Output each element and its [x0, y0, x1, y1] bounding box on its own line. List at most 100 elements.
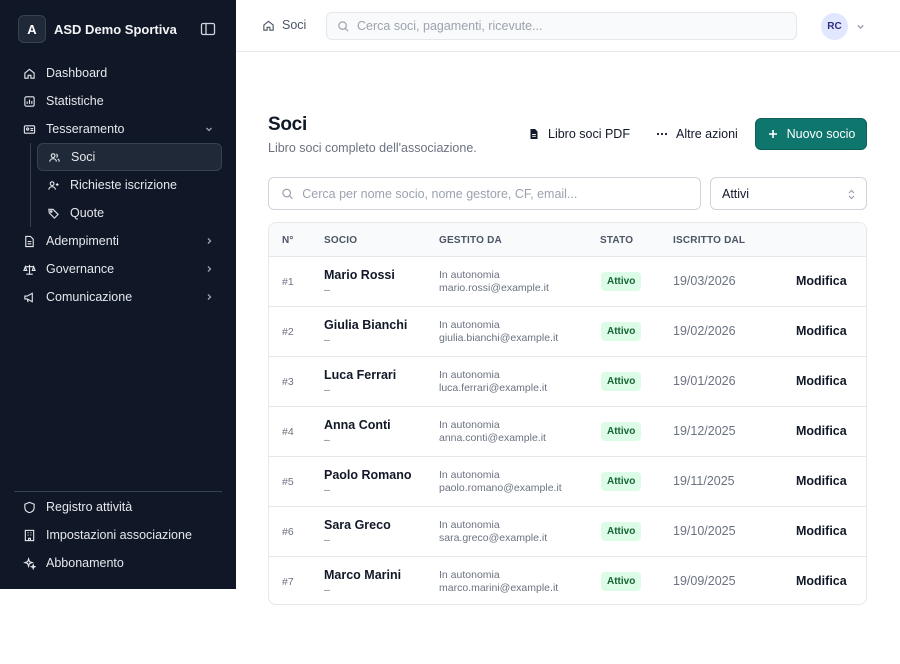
edit-link[interactable]: Modifica: [796, 324, 847, 338]
member-email: giulia.bianchi@example.it: [439, 332, 559, 344]
status-badge: Attivo: [601, 422, 642, 441]
member-email: marco.marini@example.it: [439, 582, 559, 594]
member-name[interactable]: Sara Greco: [324, 518, 391, 532]
status-badge: Attivo: [601, 572, 642, 591]
edit-link[interactable]: Modifica: [796, 474, 847, 488]
enrolled-date: 19/12/2025: [673, 424, 736, 438]
altre-azioni-button[interactable]: Altre azioni: [648, 118, 746, 150]
chevron-right-icon: [207, 294, 212, 300]
building-icon: [24, 529, 35, 541]
sidebar-item-statistiche[interactable]: Statistiche: [14, 87, 222, 115]
member-email: mario.rossi@example.it: [439, 282, 549, 294]
page-title: Soci: [268, 114, 307, 135]
member-name[interactable]: Mario Rossi: [324, 268, 395, 282]
sidebar-item-registro[interactable]: Registro attività: [14, 493, 222, 521]
home-icon[interactable]: [262, 19, 275, 32]
managed-by: In autonomia: [439, 419, 500, 431]
tag-icon: [48, 208, 59, 219]
libro-soci-pdf-button[interactable]: Libro soci PDF: [520, 118, 638, 150]
edit-link[interactable]: Modifica: [796, 374, 847, 388]
status-badge: Attivo: [601, 472, 642, 491]
shield-icon: [24, 501, 35, 513]
status-filter-value: Attivi: [722, 186, 750, 201]
global-search: [326, 12, 797, 40]
member-subtext: –: [324, 334, 330, 346]
member-name[interactable]: Marco Marini: [324, 568, 402, 582]
managed-by: In autonomia: [439, 569, 500, 581]
member-name[interactable]: Giulia Bianchi: [324, 318, 408, 332]
sidebar-item-label: Abbonamento: [46, 556, 124, 570]
tesseramento-submenu: Soci Richieste iscrizione Quote: [30, 143, 222, 227]
breadcrumb-current: Soci: [282, 18, 307, 32]
chart-icon: [24, 95, 35, 107]
page-subtitle: Libro soci completo dell'associazione.: [268, 141, 477, 155]
managed-by: In autonomia: [439, 319, 500, 331]
managed-by: In autonomia: [439, 469, 500, 481]
button-label: Nuovo socio: [786, 127, 856, 141]
status-badge: Attivo: [601, 372, 642, 391]
chevron-right-icon: [207, 238, 212, 244]
chevron-down-icon[interactable]: [855, 21, 866, 32]
table-row: #1 Mario Rossi – In autonomia mario.ross…: [269, 257, 866, 307]
sidebar-item-governance[interactable]: Governance: [14, 255, 222, 283]
member-name[interactable]: Luca Ferrari: [324, 368, 397, 382]
sidebar-item-label: Impostazioni associazione: [46, 528, 192, 542]
sidebar-item-soci[interactable]: Soci: [37, 143, 222, 171]
status-filter-select[interactable]: Attivi: [710, 177, 867, 210]
search-icon: [338, 20, 349, 32]
file-icon: [530, 129, 538, 139]
member-number: #5: [282, 476, 294, 488]
soci-search-input[interactable]: [302, 186, 700, 201]
org-logo: A: [18, 15, 46, 43]
edit-link[interactable]: Modifica: [796, 574, 847, 588]
table-header: N° SOCIO GESTITO DA STATO ISCRITTO DAL: [269, 223, 866, 257]
sidebar-item-quote[interactable]: Quote: [37, 199, 222, 227]
sidebar-item-abbonamento[interactable]: Abbonamento: [14, 549, 222, 577]
sidebar-item-label: Soci: [71, 150, 96, 164]
status-badge: Attivo: [601, 272, 642, 291]
sidebar-item-adempimenti[interactable]: Adempimenti: [14, 227, 222, 255]
managed-by: In autonomia: [439, 269, 500, 281]
enrolled-date: 19/03/2026: [673, 274, 736, 288]
member-number: #3: [282, 376, 294, 388]
managed-by: In autonomia: [439, 519, 500, 531]
breadcrumb: Soci: [262, 18, 306, 32]
nuovo-socio-button[interactable]: Nuovo socio: [755, 118, 867, 150]
sidebar-item-comunicazione[interactable]: Comunicazione: [14, 283, 222, 311]
chevron-right-icon: [207, 266, 212, 272]
id-card-icon: [23, 124, 36, 134]
sidebar-item-label: Richieste iscrizione: [70, 178, 177, 192]
org-name: ASD Demo Sportiva: [54, 21, 177, 37]
enrolled-date: 19/10/2025: [673, 524, 736, 538]
soci-search: [268, 177, 701, 210]
table-body: #1 Mario Rossi – In autonomia mario.ross…: [269, 257, 866, 604]
member-subtext: –: [324, 384, 330, 396]
plus-icon: [768, 130, 777, 138]
more-horizontal-icon: [656, 132, 668, 136]
sidebar-toggle-icon[interactable]: [200, 21, 216, 37]
sidebar-item-label: Registro attività: [46, 500, 133, 514]
member-name[interactable]: Paolo Romano: [324, 468, 412, 482]
member-name[interactable]: Anna Conti: [324, 418, 391, 432]
enrolled-date: 19/01/2026: [673, 374, 736, 388]
status-badge: Attivo: [601, 522, 642, 541]
member-email: paolo.romano@example.it: [439, 482, 562, 494]
global-search-input[interactable]: [357, 19, 777, 33]
sidebar-item-richieste[interactable]: Richieste iscrizione: [37, 171, 222, 199]
sparkles-icon: [23, 556, 36, 570]
edit-link[interactable]: Modifica: [796, 424, 847, 438]
table-row: #7 Marco Marini – In autonomia marco.mar…: [269, 557, 866, 604]
edit-link[interactable]: Modifica: [796, 274, 847, 288]
org-switcher[interactable]: A ASD Demo Sportiva: [18, 15, 218, 43]
avatar[interactable]: RC: [821, 13, 848, 40]
edit-link[interactable]: Modifica: [796, 524, 847, 538]
sidebar-item-tesseramento[interactable]: Tesseramento: [14, 115, 222, 143]
document-icon: [25, 235, 34, 247]
sidebar-item-impostazioni[interactable]: Impostazioni associazione: [14, 521, 222, 549]
sidebar-item-label: Comunicazione: [46, 290, 133, 304]
sidebar-item-label: Governance: [46, 262, 115, 276]
sidebar-item-dashboard[interactable]: Dashboard: [14, 59, 222, 87]
megaphone-icon: [24, 291, 33, 303]
table-row: #4 Anna Conti – In autonomia anna.conti@…: [269, 407, 866, 457]
